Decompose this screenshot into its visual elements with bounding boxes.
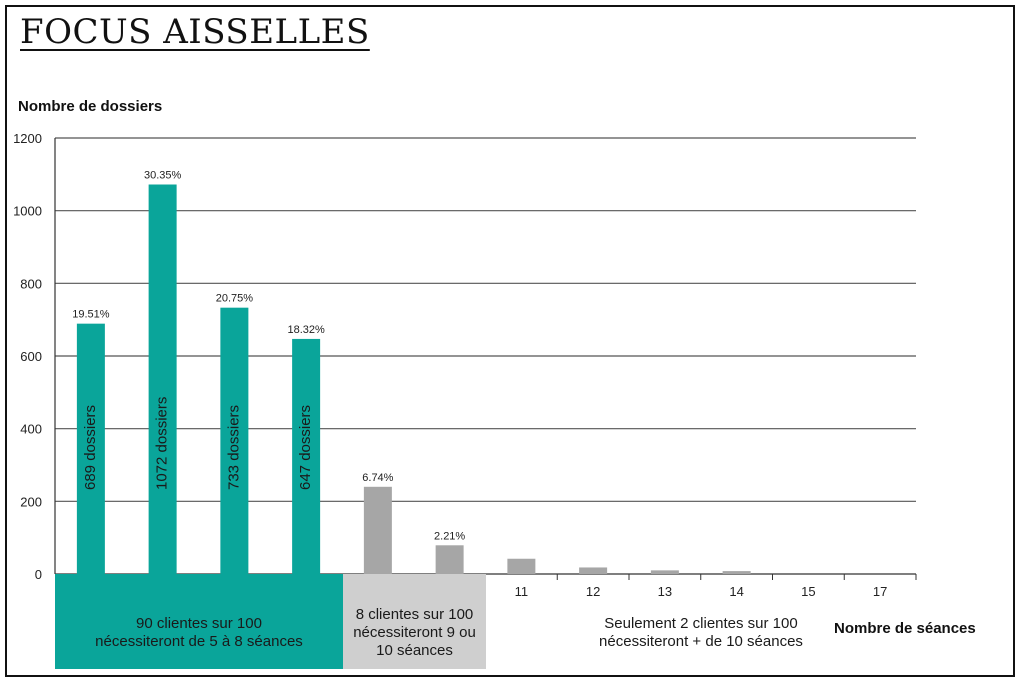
y-tick-label: 1200	[13, 131, 42, 146]
percent-label-6: 30.35%	[144, 170, 182, 182]
x-axis-label: Nombre de séances	[834, 620, 976, 637]
page-title: FOCUS AISSELLES	[20, 12, 370, 52]
percent-label-10: 2.21%	[434, 530, 465, 542]
percent-label-5: 19.51%	[72, 309, 110, 321]
x-tick-label-11: 11	[515, 584, 529, 599]
bar-7	[220, 307, 249, 574]
x-tick-label-14: 14	[729, 584, 743, 599]
y-tick-label: 400	[20, 422, 42, 437]
bar-10	[435, 545, 464, 574]
y-tick-label: 1000	[13, 204, 42, 219]
bar-8	[292, 338, 321, 574]
y-tick-label: 200	[20, 494, 42, 509]
group-text-5-8: 90 clientes sur 100 nécessiteront de 5 à…	[95, 614, 303, 650]
bar-12	[579, 567, 608, 574]
bar-text-8: 647 dossiers	[297, 405, 314, 490]
group-text-9-10: 8 clientes sur 100 nécessiteront 9 ou 10…	[353, 605, 476, 659]
group-annotation-11-plus: Seulement 2 clientes sur 100 nécessitero…	[486, 574, 916, 669]
bar-9	[363, 486, 392, 574]
bar-13	[650, 570, 679, 574]
percent-label-9: 6.74%	[362, 472, 393, 484]
bar-text-5: 689 dossiers	[82, 405, 99, 490]
x-tick-label-13: 13	[658, 584, 672, 599]
x-tick-label-17: 17	[873, 584, 887, 599]
x-tick-label-12: 12	[586, 584, 600, 599]
group-annotation-5-8: 90 clientes sur 100 nécessiteront de 5 à…	[55, 574, 343, 669]
group-annotation-9-10: 8 clientes sur 100 nécessiteront 9 ou 10…	[343, 574, 486, 669]
y-tick-label: 600	[20, 349, 42, 364]
percent-label-7: 20.75%	[216, 293, 254, 305]
bar-text-6: 1072 dossiers	[154, 397, 171, 490]
bar-14	[722, 571, 751, 574]
bar-6	[148, 184, 177, 575]
group-text-11-plus: Seulement 2 clientes sur 100 nécessitero…	[599, 614, 803, 650]
bar-5	[76, 323, 105, 574]
y-tick-label: 0	[35, 567, 42, 582]
x-tick-label-15: 15	[801, 584, 815, 599]
percent-label-8: 18.32%	[287, 324, 325, 336]
y-tick-label: 800	[20, 276, 42, 291]
bar-text-7: 733 dossiers	[225, 405, 242, 490]
y-axis-label: Nombre de dossiers	[18, 98, 163, 115]
bar-11	[507, 558, 536, 574]
